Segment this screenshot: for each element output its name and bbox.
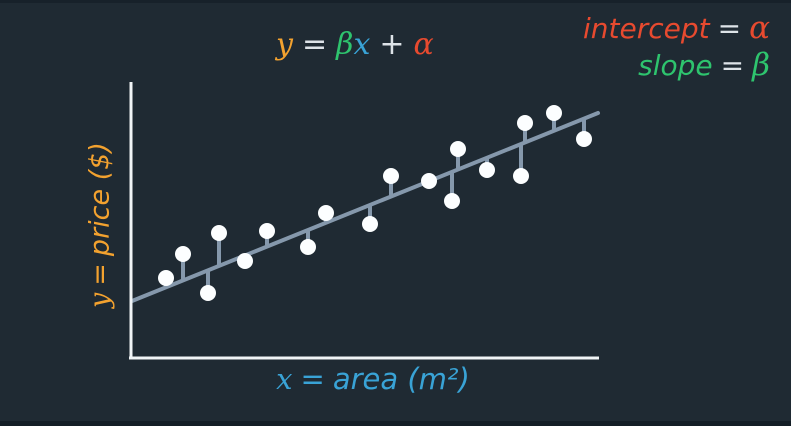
x-axis-equals-sign: = — [300, 362, 325, 396]
data-point — [421, 173, 437, 189]
formula-x-symbol: x — [353, 27, 371, 62]
data-point — [517, 115, 533, 131]
data-point — [450, 141, 466, 157]
x-axis-text: area (m²) — [332, 362, 470, 396]
data-point — [513, 168, 529, 184]
data-point — [158, 270, 174, 286]
data-point — [259, 223, 275, 239]
formula-alpha-symbol: α — [413, 27, 434, 62]
intercept-alpha-symbol: α — [749, 10, 770, 46]
data-point — [546, 105, 562, 121]
formula-beta-symbol: β — [336, 27, 354, 62]
slope-equals-sign: = — [720, 49, 745, 82]
y-axis-text: price ($) — [84, 142, 116, 257]
data-point — [383, 168, 399, 184]
data-point — [175, 246, 191, 262]
data-point — [200, 285, 216, 301]
intercept-equals-sign: = — [717, 12, 742, 45]
formula-y-symbol: y — [276, 27, 293, 62]
y-axis-equals-sign: = — [84, 263, 116, 286]
formula-equals-sign: = — [301, 27, 328, 62]
x-axis-label: x = area (m²) — [276, 362, 470, 396]
slope-label: slope — [638, 49, 713, 82]
y-axis-label: y = price ($) — [85, 142, 116, 308]
bottom-edge-shadow — [0, 421, 791, 426]
data-point — [362, 216, 378, 232]
regression-line — [130, 111, 600, 303]
parameter-legend: intercept = α slope = β — [583, 10, 770, 84]
data-point — [576, 131, 592, 147]
equation-title: y = β x + α — [276, 27, 434, 62]
intercept-definition: intercept = α — [583, 10, 770, 47]
intercept-label: intercept — [582, 12, 710, 45]
data-point — [318, 205, 334, 221]
data-point — [479, 162, 495, 178]
slope-definition: slope = β — [638, 47, 770, 84]
y-axis-symbol: y — [84, 292, 116, 308]
data-point — [211, 225, 227, 241]
x-axis-symbol: x — [276, 362, 293, 396]
data-point — [444, 193, 460, 209]
slope-beta-symbol: β — [752, 47, 770, 83]
top-edge-shadow — [0, 0, 791, 3]
formula-plus-sign: + — [379, 27, 405, 62]
data-point — [237, 253, 253, 269]
data-point — [300, 239, 316, 255]
